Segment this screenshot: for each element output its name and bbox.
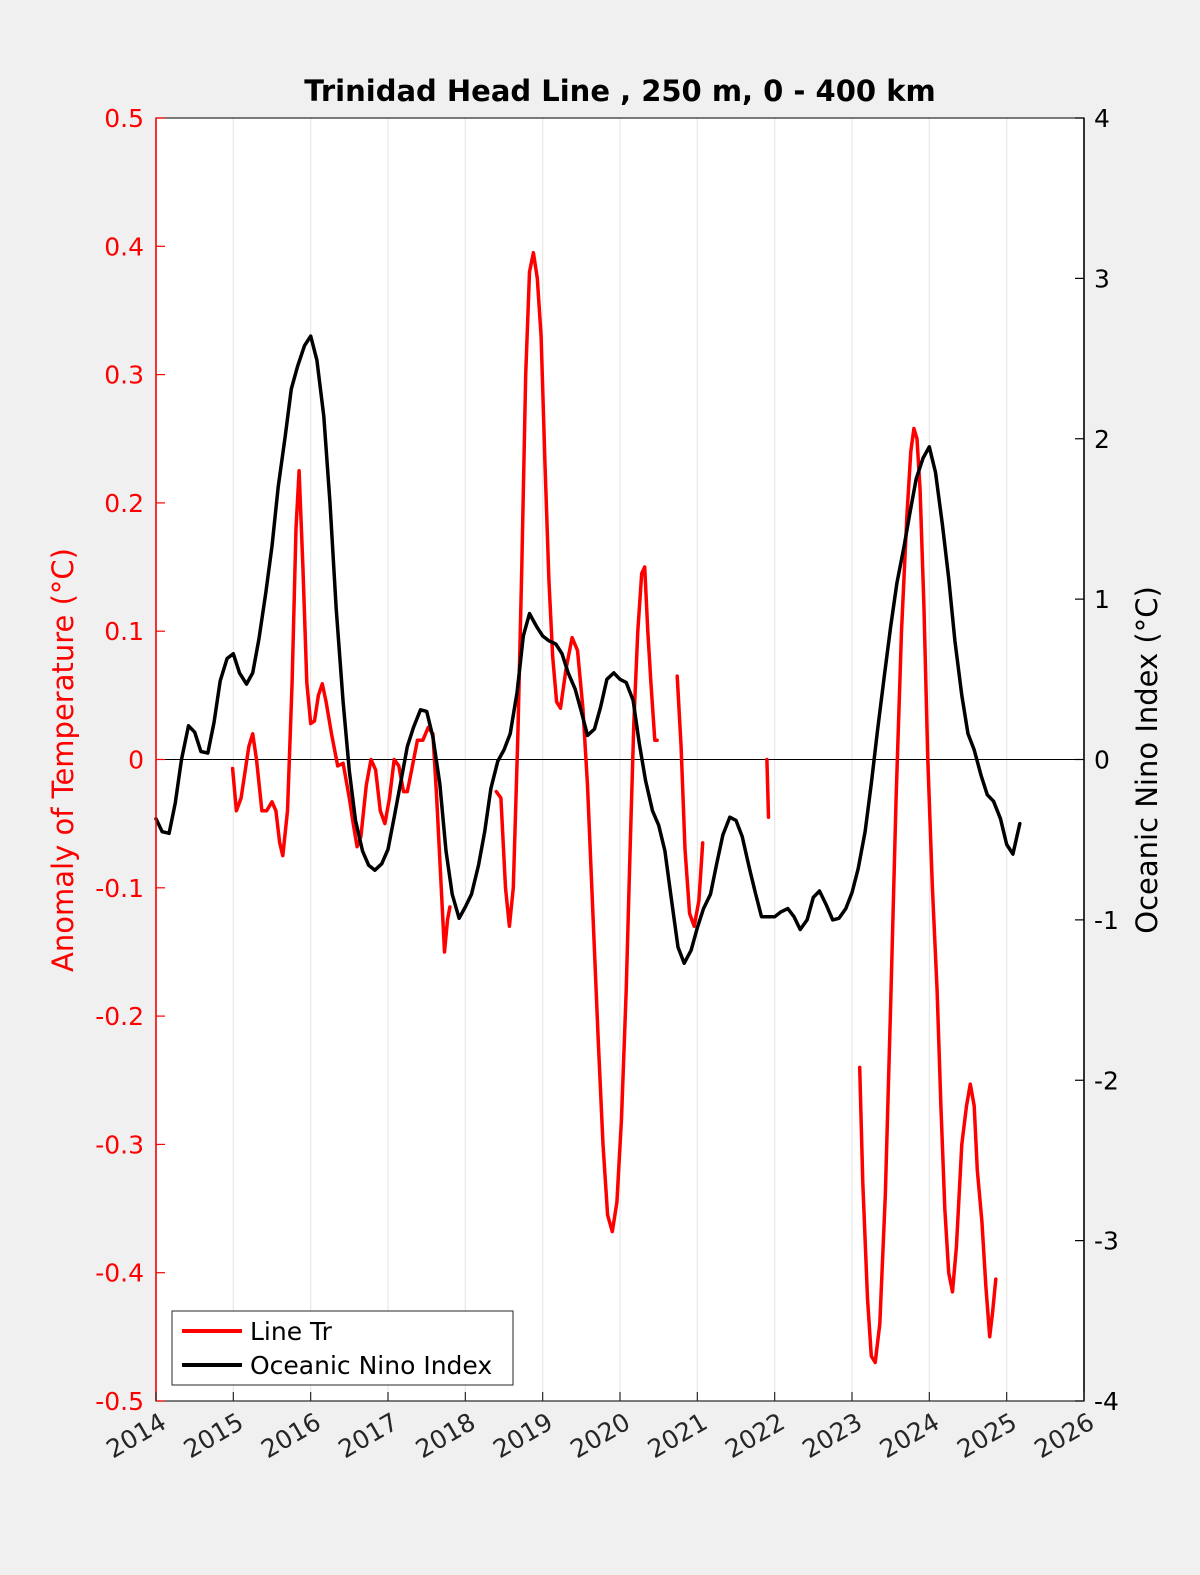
left-tick-label-0: 0 bbox=[128, 746, 144, 775]
right-tick-label--1: -1 bbox=[1094, 906, 1119, 935]
series-line-tr-segment-3 bbox=[765, 757, 771, 819]
left-axis-label: Anomaly of Temperature (°C) bbox=[46, 548, 80, 972]
series-line-tr-segment-4 bbox=[857, 426, 998, 1365]
legend-box bbox=[171, 1310, 514, 1386]
series-line-tr-segment-2 bbox=[675, 674, 705, 929]
right-tick-label-2: 2 bbox=[1094, 425, 1110, 454]
left-tick-label--0.2: -0.2 bbox=[95, 1002, 144, 1031]
series-line-tr-segment-0 bbox=[230, 469, 452, 954]
right-tick-label-3: 3 bbox=[1094, 264, 1110, 293]
right-tick-label-4: 4 bbox=[1094, 104, 1110, 133]
left-tick-label-0.1: 0.1 bbox=[104, 617, 144, 646]
left-tick-label-0.4: 0.4 bbox=[104, 232, 144, 261]
right-tick-label--3: -3 bbox=[1094, 1227, 1119, 1256]
chart-title: Trinidad Head Line , 250 m, 0 - 400 km bbox=[304, 74, 935, 108]
left-tick-label--0.3: -0.3 bbox=[95, 1130, 144, 1159]
left-y-axis: 0.5 0.4 0.3 0.2 0.1 0 -0.1 -0.2 -0.3 -0.4 -0.5 bbox=[95, 104, 165, 1416]
right-axis-label: Oceanic Nino Index (°C) bbox=[1130, 586, 1164, 934]
left-tick-label--0.5: -0.5 bbox=[95, 1387, 144, 1416]
left-tick-label-0.2: 0.2 bbox=[104, 489, 144, 518]
right-tick-label-0: 0 bbox=[1094, 746, 1110, 775]
series-line-tr-segment-1 bbox=[494, 250, 659, 1234]
series-layer bbox=[154, 250, 1022, 1365]
legend-label-oni: Oceanic Nino Index bbox=[250, 1351, 492, 1380]
left-tick-label-0.5: 0.5 bbox=[104, 104, 144, 133]
left-tick-label--0.4: -0.4 bbox=[95, 1259, 144, 1288]
legend-label-line-tr: Line Tr bbox=[250, 1317, 333, 1346]
right-tick-label-1: 1 bbox=[1094, 585, 1110, 614]
left-tick-label--0.1: -0.1 bbox=[95, 874, 144, 903]
right-tick-label--2: -2 bbox=[1094, 1066, 1119, 1095]
legend: Line Tr Oceanic Nino Index bbox=[171, 1310, 514, 1386]
left-tick-label-0.3: 0.3 bbox=[104, 361, 144, 390]
series-oceanic-nino-index-segment-0 bbox=[154, 334, 1022, 965]
right-y-axis: 4 3 2 1 0 -1 -2 -3 -4 bbox=[1075, 104, 1119, 1416]
right-tick-label--4: -4 bbox=[1094, 1387, 1119, 1416]
